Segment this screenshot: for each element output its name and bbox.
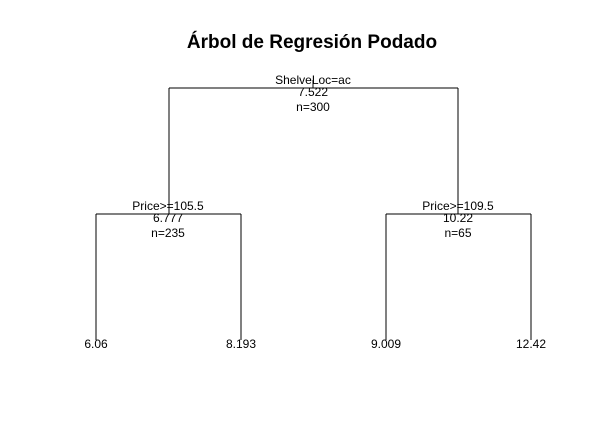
left-split-label: Price>=105.5: [132, 199, 204, 213]
right-value-label: 10.22: [443, 211, 473, 225]
root-value-label: 7.522: [298, 85, 328, 99]
right-n-label: n=65: [444, 226, 471, 240]
leaf-label: 9.009: [371, 337, 401, 351]
leaf-label: 12.42: [516, 337, 546, 351]
right-split-label: Price>=109.5: [422, 199, 494, 213]
leaf-label: 6.06: [84, 337, 108, 351]
root-split-label: ShelveLoc=ac: [275, 73, 351, 87]
leaf-label: 8.193: [226, 337, 256, 351]
left-value-label: 6.777: [153, 211, 183, 225]
root-n-label: n=300: [296, 100, 330, 114]
left-n-label: n=235: [151, 226, 185, 240]
plot-title: Árbol de Regresión Podado: [187, 31, 437, 53]
